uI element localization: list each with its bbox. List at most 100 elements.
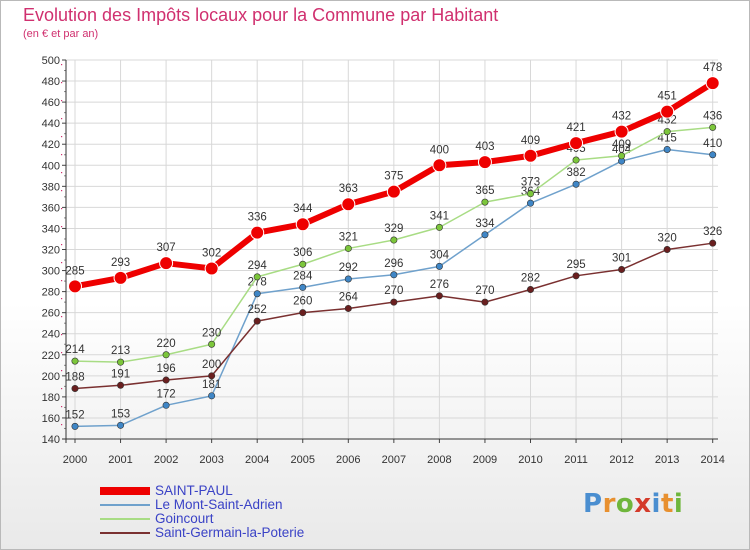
edge-dot: [61, 280, 63, 282]
data-label: 285: [65, 265, 84, 277]
data-point: [663, 145, 671, 153]
logo-letter: P: [583, 489, 603, 519]
data-label: 301: [612, 253, 631, 265]
data-label: 326: [703, 226, 722, 238]
data-label: 220: [157, 338, 176, 350]
data-point: [435, 292, 443, 300]
data-point: [299, 260, 307, 268]
legend-label: SAINT-PAUL: [155, 483, 233, 498]
data-label: 188: [65, 371, 84, 383]
x-tick-label: 2002: [154, 454, 178, 466]
series-saint-paul: 285 293 307 302 336 344 363 375 400 403 409 421 432 4…: [65, 62, 722, 294]
logo-letter: x: [634, 489, 652, 519]
data-point: [344, 244, 352, 252]
data-label: 304: [430, 249, 450, 261]
x-tick-label: 2001: [108, 454, 132, 466]
proxiti-logo: Proxiti: [583, 489, 683, 519]
data-label: 200: [202, 359, 221, 371]
data-point: [71, 357, 79, 365]
data-point: [572, 272, 580, 280]
edge-dot: [61, 262, 63, 264]
data-label: 320: [658, 233, 677, 245]
legend-swatch: [100, 487, 150, 495]
edge-dot: [61, 100, 63, 102]
data-label: 270: [475, 285, 494, 297]
legend-item-goincourt[interactable]: Goincourt: [100, 512, 304, 526]
data-point: [71, 422, 79, 430]
legend-item-le-mont-saint-adrien[interactable]: Le Mont-Saint-Adrien: [100, 498, 304, 512]
data-point: [572, 156, 580, 164]
edge-dot: [61, 370, 63, 372]
y-tick-label: 200: [42, 371, 60, 383]
data-label: 284: [293, 270, 313, 282]
edge-dot: [61, 136, 63, 138]
x-tick-label: 2011: [564, 454, 588, 466]
data-point: [71, 384, 79, 392]
data-label: 403: [475, 141, 494, 153]
data-label: 478: [703, 62, 722, 74]
legend-item-saint-germain-la-poterie[interactable]: Saint-Germain-la-Poterie: [100, 526, 304, 540]
data-label: 278: [248, 277, 267, 289]
data-label: 264: [339, 291, 359, 303]
x-tick-label: 2014: [700, 454, 724, 466]
data-point: [250, 225, 265, 240]
data-point: [435, 262, 443, 270]
x-tick-label: 2013: [655, 454, 679, 466]
series-saint-germain-la-poterie: 188 191 196 200 252 260 264 270 276 270 282 295 301 3…: [65, 226, 722, 392]
data-point: [481, 231, 489, 239]
data-point: [390, 298, 398, 306]
data-label: 260: [293, 296, 312, 308]
chart-subtitle: (en € et par an): [23, 28, 99, 40]
edge-dot: [61, 244, 63, 246]
data-label: 409: [612, 139, 631, 151]
x-tick-label: 2012: [609, 454, 633, 466]
edge-dot: [61, 352, 63, 354]
logo-letter: r: [602, 489, 616, 519]
data-point: [341, 197, 356, 212]
data-point: [117, 358, 125, 366]
legend-item-saint-paul[interactable]: SAINT-PAUL: [100, 484, 304, 498]
data-label: 252: [248, 304, 267, 316]
y-tick-label: 240: [42, 329, 60, 341]
data-label: 451: [658, 91, 677, 103]
data-point: [663, 128, 671, 136]
edge-dot: [61, 154, 63, 156]
data-point: [432, 158, 447, 173]
y-tick-label: 460: [42, 97, 60, 109]
data-label: 302: [202, 247, 221, 259]
data-point: [660, 104, 675, 119]
data-point: [569, 136, 584, 151]
edge-dot: [61, 388, 63, 390]
data-label: 276: [430, 279, 449, 291]
series-goincourt: 2142132202302943063213293413653734054094…: [65, 110, 722, 366]
data-point: [117, 421, 125, 429]
data-label: 432: [612, 111, 631, 123]
data-label: 294: [248, 260, 268, 272]
data-label: 329: [384, 223, 403, 235]
data-point: [253, 317, 261, 325]
data-point: [709, 239, 717, 247]
edge-dot: [61, 64, 63, 66]
chart-legend: SAINT-PAUL Le Mont-Saint-Adrien Goincourt S…: [100, 484, 304, 540]
data-point: [477, 155, 492, 170]
data-point: [253, 273, 261, 281]
data-label: 153: [111, 408, 130, 420]
x-tick-label: 2005: [291, 454, 315, 466]
x-tick-label: 2009: [473, 454, 497, 466]
data-point: [614, 124, 629, 139]
data-point: [435, 223, 443, 231]
data-point: [159, 256, 174, 271]
logo-letter: i: [651, 489, 661, 519]
data-point: [204, 261, 219, 276]
data-point: [572, 180, 580, 188]
legend-swatch: [100, 518, 150, 520]
data-point: [705, 76, 720, 91]
data-label: 181: [202, 379, 221, 391]
data-point: [390, 271, 398, 279]
data-point: [162, 351, 170, 359]
data-label: 196: [157, 363, 176, 375]
y-tick-label: 140: [42, 434, 60, 446]
y-tick-label: 160: [42, 413, 60, 425]
data-label: 213: [111, 345, 130, 357]
